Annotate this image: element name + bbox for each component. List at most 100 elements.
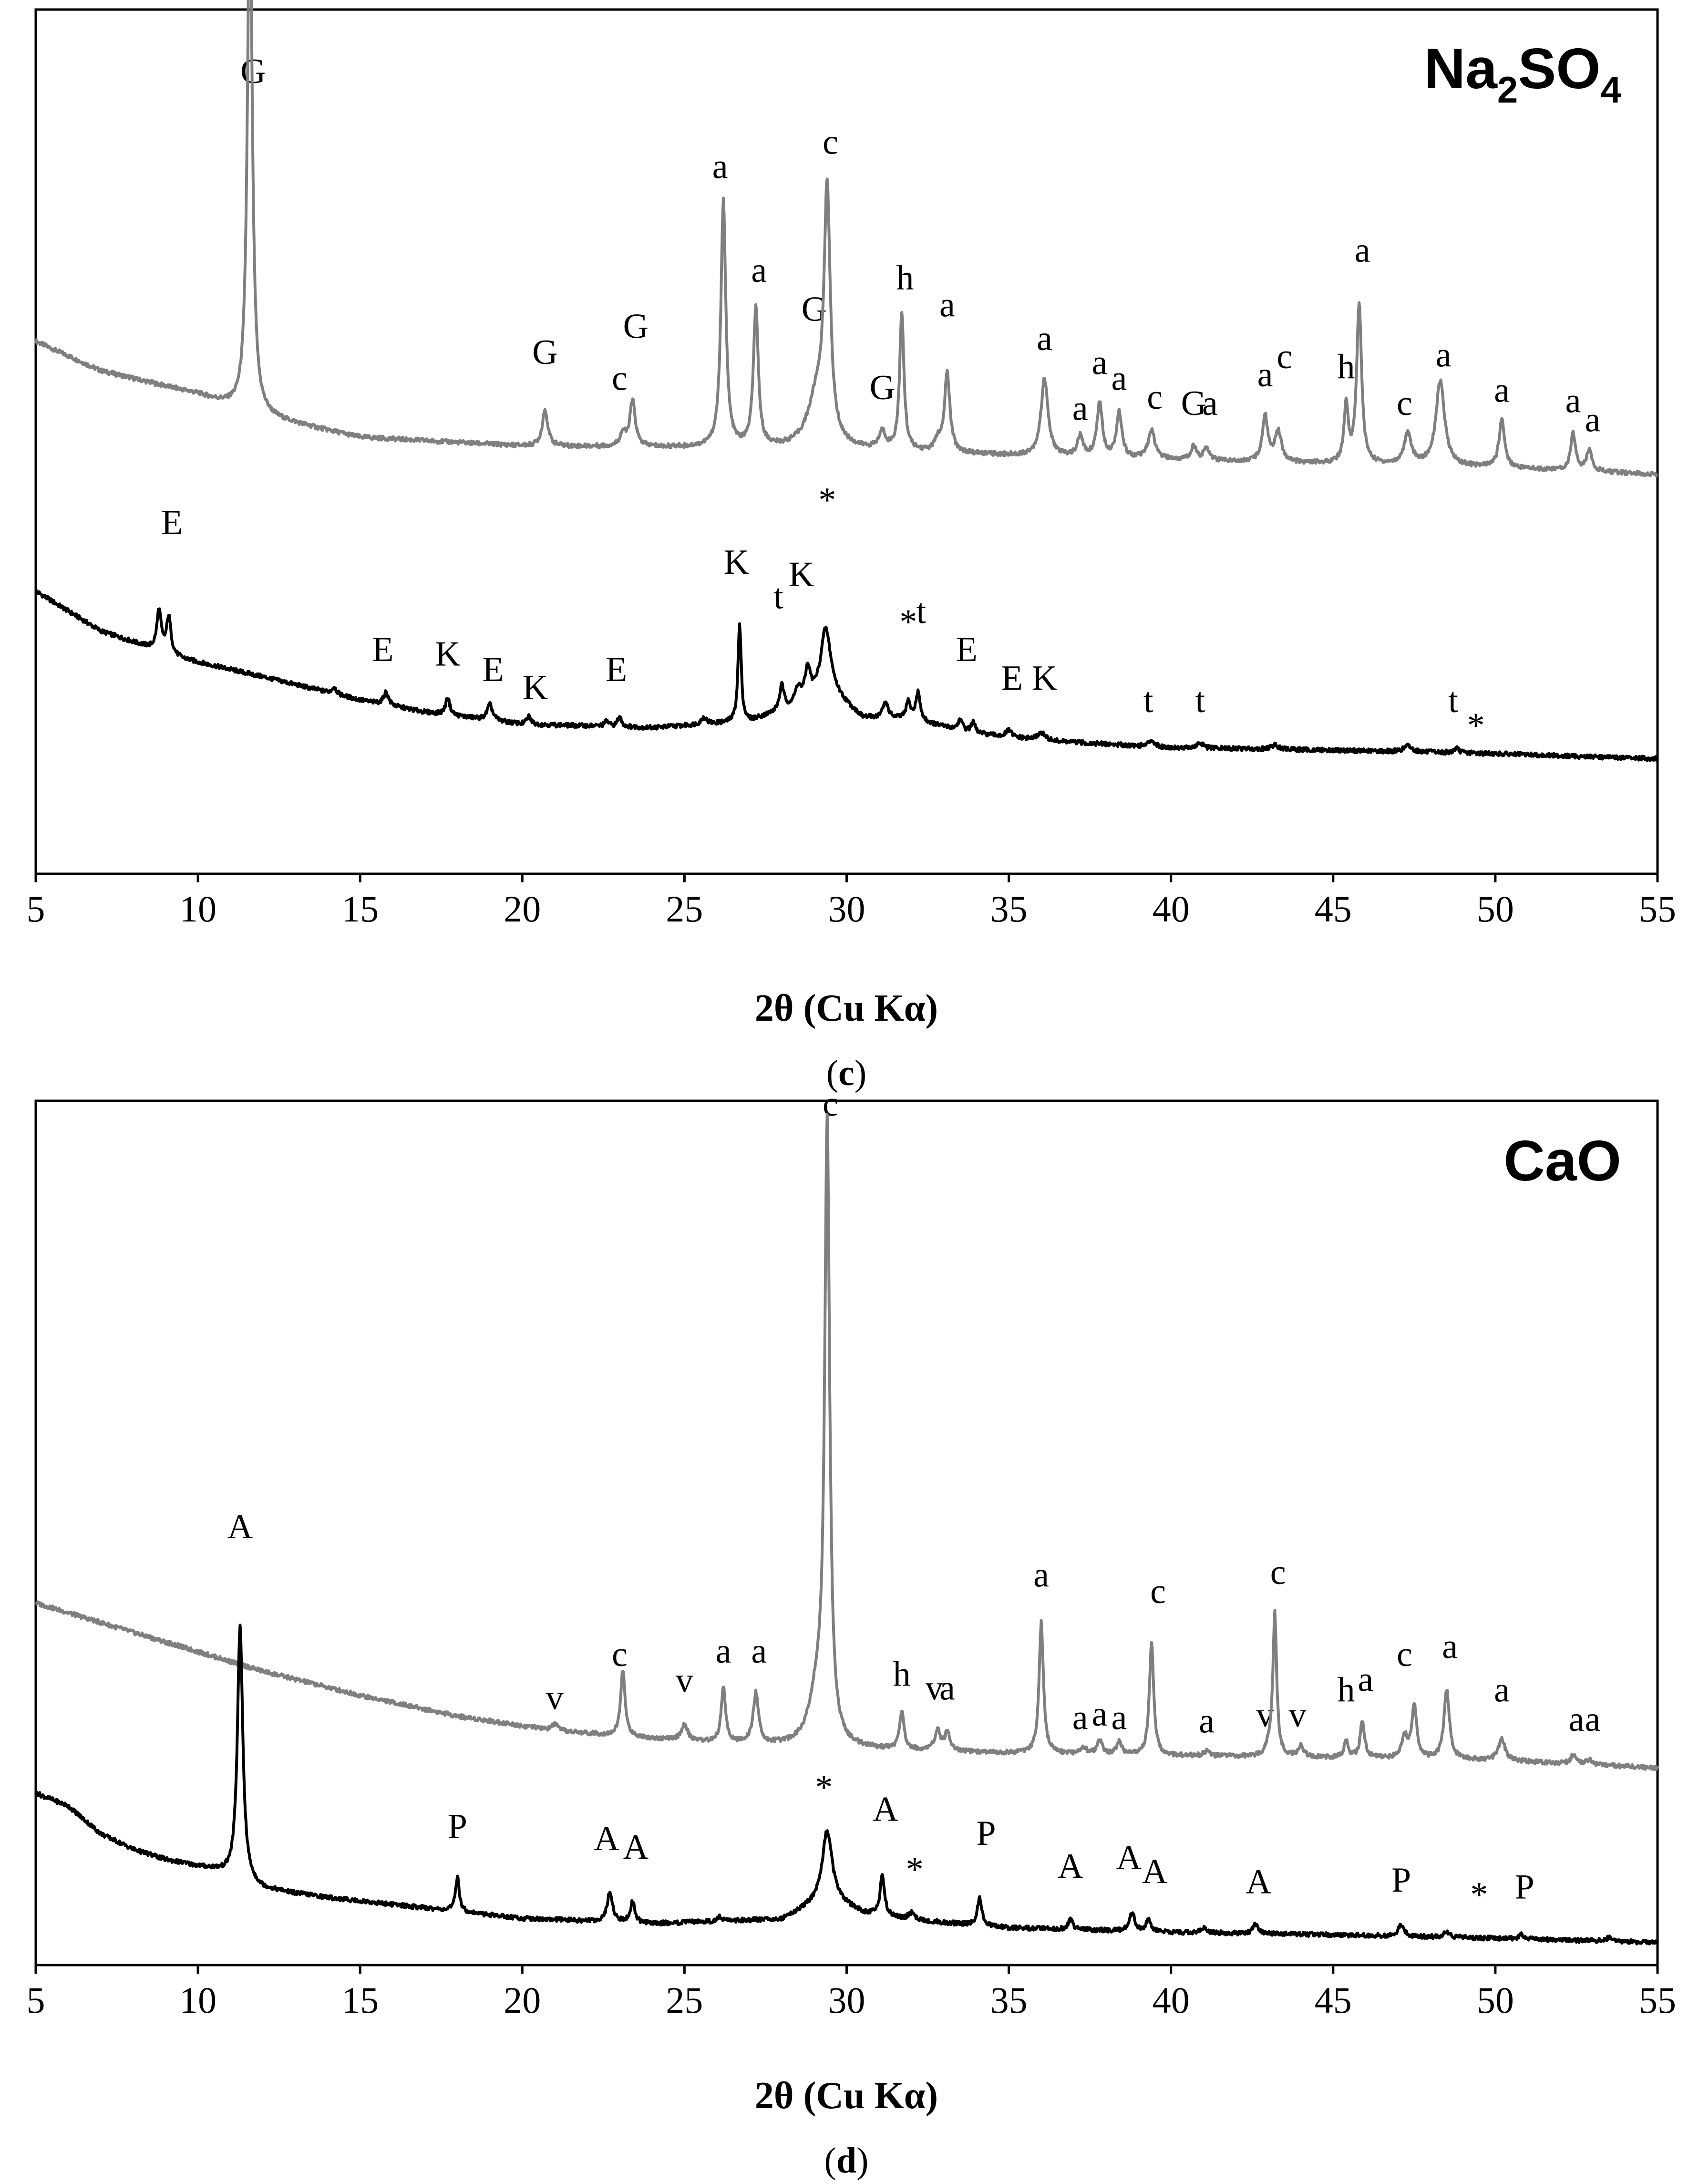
x-tick-label: 50 (1477, 1979, 1514, 2021)
peak-label: * (1467, 706, 1485, 745)
peak-label: v (676, 1661, 693, 1700)
series-layer (34, 1113, 1659, 1946)
peak-label: c (612, 1635, 628, 1674)
peak-label: * (818, 481, 836, 520)
peak-label: t (1143, 681, 1153, 720)
x-axis-title: 2θ (Cu Kα) (755, 2075, 938, 2117)
peak-label: a (716, 1632, 731, 1671)
x-tick-label: 10 (179, 1979, 216, 2021)
x-tick-label: 35 (990, 888, 1028, 930)
peak-label: * (906, 1850, 924, 1889)
peak-label: c (1150, 1572, 1166, 1611)
peak-label: K (789, 555, 814, 594)
peak-label: a (712, 147, 728, 186)
peak-label: a (1355, 231, 1370, 270)
peak-label: a (1111, 359, 1127, 398)
peak-label: c (823, 123, 838, 162)
plot-frame (34, 8, 1659, 875)
chart-title: CaO (1503, 1129, 1621, 1193)
peak-label: G (623, 307, 649, 346)
peak-label: c (1277, 337, 1292, 376)
peak-label: A (1246, 1863, 1271, 1902)
peak-label: c (1397, 384, 1412, 423)
peak-label: a (1494, 1670, 1510, 1709)
peak-label: a (1092, 1695, 1108, 1734)
x-tick-label: 15 (341, 888, 379, 930)
x-axis-tick-labels: 5 10 15 20 25 30 35 40 45 50 55 (27, 888, 1677, 930)
peak-label: E (1001, 659, 1023, 698)
plot-frame (34, 1099, 1659, 1967)
x-axis-ticks (34, 1965, 1659, 1974)
peak-label: A (1142, 1852, 1167, 1891)
peak-label: A (623, 1828, 649, 1867)
peak-label: K (1032, 659, 1057, 698)
peak-label: * (899, 602, 917, 642)
x-tick-label: 45 (1315, 1979, 1352, 2021)
peak-label: a (939, 285, 955, 324)
series-lower-line (34, 589, 1659, 762)
peak-label: a (1202, 384, 1218, 423)
x-tick-label: 25 (666, 888, 703, 930)
peak-label: A (873, 1790, 898, 1829)
x-tick-label: 50 (1477, 888, 1514, 930)
x-tick-label: 45 (1315, 888, 1352, 930)
peak-label: c (1397, 1635, 1412, 1674)
peak-label: a (1568, 1700, 1584, 1739)
peak-label: a (1494, 371, 1510, 410)
peak-label: a (1358, 1660, 1373, 1699)
x-tick-label: 30 (828, 1979, 865, 2021)
peak-label: h (1338, 1670, 1355, 1709)
peak-label: K (523, 668, 548, 707)
peak-label: a (1072, 1698, 1088, 1737)
peak-label: t (916, 592, 927, 631)
peak-label: t (1448, 681, 1458, 720)
peak-label: a (751, 1632, 767, 1671)
peak-label: G (532, 333, 557, 372)
peak-label: a (1037, 319, 1052, 358)
peak-label: E (606, 650, 627, 689)
peak-label: P (976, 1814, 996, 1853)
panel-label: (d) (824, 2141, 869, 2181)
peak-label: t (1195, 681, 1205, 720)
peak-label: G (1181, 384, 1206, 423)
peak-label: a (939, 1669, 955, 1708)
series-lower-line (34, 1624, 1659, 1946)
peak-label: v (546, 1678, 564, 1718)
peak-label: a (1072, 389, 1088, 428)
panel-label: (c) (826, 1053, 866, 1093)
peak-label: a (1585, 400, 1601, 439)
peak-label: c (1147, 378, 1163, 417)
peak-label: E (372, 630, 393, 669)
peak-label: c (1270, 1553, 1286, 1592)
peak-label: G (870, 368, 895, 407)
x-tick-label: 5 (27, 1979, 45, 2021)
x-tick-label: 20 (504, 888, 541, 930)
peak-label: A (594, 1819, 619, 1858)
peak-label: P (1515, 1868, 1534, 1907)
x-tick-label: 5 (27, 888, 45, 930)
peak-label: K (435, 634, 460, 673)
x-tick-label: 40 (1153, 888, 1190, 930)
peak-label: A (1116, 1838, 1142, 1877)
x-tick-label: 35 (990, 1979, 1028, 2021)
peak-label: a (751, 251, 767, 290)
x-tick-label: 15 (341, 1979, 379, 2021)
x-tick-label: 55 (1639, 888, 1676, 930)
peak-label: E (956, 630, 978, 669)
peak-label: * (1470, 1875, 1488, 1915)
series-upper-line (35, 1113, 1659, 1771)
x-axis-title: 2θ (Cu Kα) (755, 987, 938, 1029)
peak-label: a (1111, 1698, 1127, 1737)
peak-label: a (1436, 335, 1452, 374)
peak-label: h (1338, 348, 1355, 387)
x-tick-label: 30 (828, 888, 865, 930)
peak-label: P (448, 1807, 467, 1846)
peak-label: h (896, 259, 914, 298)
x-tick-label: 55 (1639, 1979, 1676, 2021)
peak-label: t (773, 578, 783, 617)
